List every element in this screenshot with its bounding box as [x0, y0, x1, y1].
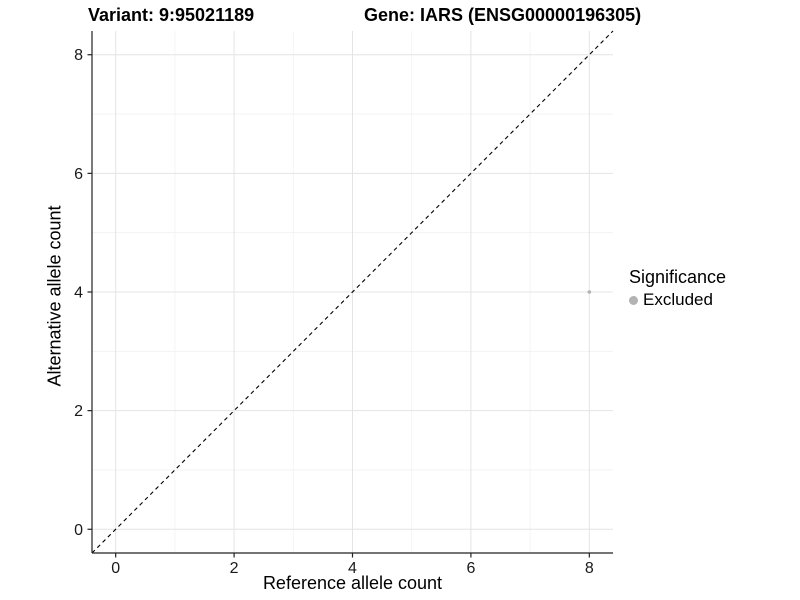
- y-tick-label: 0: [74, 522, 83, 539]
- legend: Significance Excluded: [629, 267, 726, 310]
- x-axis-title: Reference allele count: [262, 573, 443, 593]
- x-tick-label: 4: [348, 560, 357, 577]
- identity-reference-line: [91, 30, 614, 554]
- legend-item: Excluded: [629, 290, 726, 310]
- x-tick-label: 0: [111, 560, 120, 577]
- x-tick-label: 6: [466, 560, 475, 577]
- variant-title: Variant: 9:95021189: [88, 5, 255, 25]
- y-tick-label: 8: [74, 47, 83, 64]
- legend-title: Significance: [629, 267, 727, 287]
- y-tick-label: 2: [74, 403, 83, 420]
- legend-items: Excluded: [629, 290, 726, 310]
- data-point: [587, 290, 592, 294]
- legend-item-label: Excluded: [643, 290, 713, 309]
- y-tick-label: 6: [74, 166, 83, 183]
- y-axis-title: Alternative allele count: [44, 205, 65, 387]
- x-tick-label: 2: [230, 560, 239, 577]
- legend-key-dot-icon: [629, 295, 638, 305]
- gene-title: Gene: IARS (ENSG00000196305): [364, 5, 642, 25]
- y-tick-label: 4: [74, 285, 83, 302]
- x-tick-label: 8: [585, 560, 594, 577]
